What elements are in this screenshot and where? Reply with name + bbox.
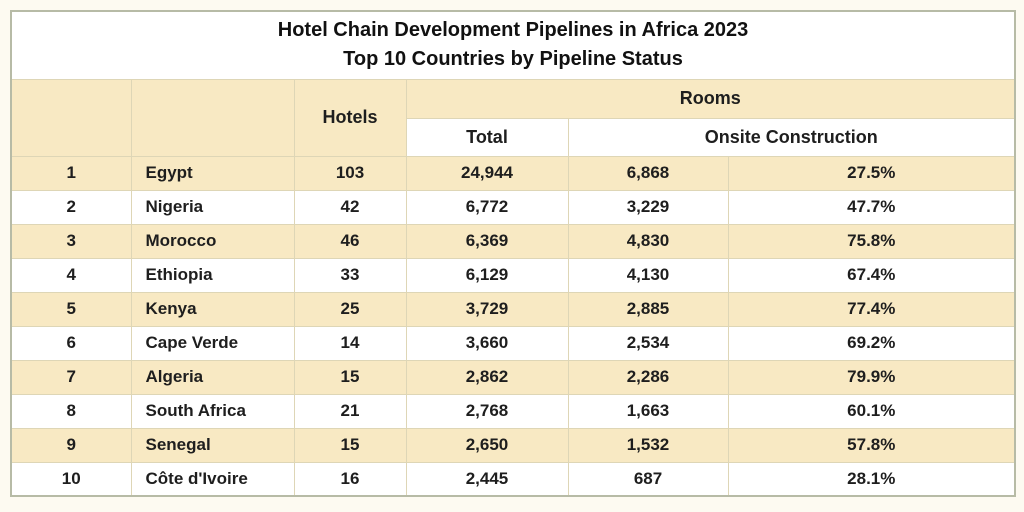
table-row: 4 Ethiopia 33 6,129 4,130 67.4%: [10, 257, 1016, 293]
rank-header: [10, 78, 132, 157]
title-line-2: Top 10 Countries by Pipeline Status: [343, 48, 683, 71]
title-line-1: Hotel Chain Development Pipelines in Afr…: [277, 19, 749, 42]
table-row: 5 Kenya 25 3,729 2,885 77.4%: [10, 291, 1016, 327]
header-row-group: Hotels Rooms: [10, 78, 1016, 157]
country-cell: South Africa: [130, 393, 295, 429]
table-row: 3 Morocco 46 6,369 4,830 75.8%: [10, 223, 1016, 259]
rooms-total-cell: 6,369: [405, 223, 569, 259]
onsite-pct-cell: 77.4%: [727, 291, 1016, 327]
table-title: Hotel Chain Development Pipelines in Afr…: [10, 10, 1016, 80]
rank-cell: 3: [10, 223, 132, 259]
onsite-pct-cell: 69.2%: [727, 325, 1016, 361]
hotels-cell: 46: [293, 223, 407, 259]
onsite-rooms-cell: 4,130: [567, 257, 729, 293]
rooms-total-cell: 6,129: [405, 257, 569, 293]
hotels-cell: 103: [293, 155, 407, 191]
total-header: Total: [405, 117, 569, 157]
table-row: 8 South Africa 21 2,768 1,663 60.1%: [10, 393, 1016, 429]
onsite-rooms-cell: 1,663: [567, 393, 729, 429]
onsite-pct-cell: 67.4%: [727, 257, 1016, 293]
table-body: 1 Egypt 103 24,944 6,868 27.5% 2 Nigeria 42 6,772…: [10, 155, 1016, 497]
onsite-construction-header: Onsite Construction: [567, 117, 1016, 157]
onsite-pct-cell: 28.1%: [727, 461, 1016, 497]
pipeline-table-container: Hotel Chain Development Pipelines in Afr…: [10, 10, 1017, 497]
country-cell: Nigeria: [130, 189, 295, 225]
hotels-cell: 33: [293, 257, 407, 293]
onsite-rooms-cell: 1,532: [567, 427, 729, 463]
hotels-cell: 25: [293, 291, 407, 327]
country-cell: Kenya: [130, 291, 295, 327]
rank-cell: 10: [10, 461, 132, 497]
hotels-cell: 14: [293, 325, 407, 361]
onsite-rooms-cell: 2,286: [567, 359, 729, 395]
rank-cell: 1: [10, 155, 132, 191]
rooms-header: Rooms: [405, 78, 1016, 119]
table-row: 7 Algeria 15 2,862 2,286 79.9%: [10, 359, 1016, 395]
onsite-pct-cell: 47.7%: [727, 189, 1016, 225]
onsite-pct-cell: 27.5%: [727, 155, 1016, 191]
onsite-pct-cell: 57.8%: [727, 427, 1016, 463]
hotels-cell: 21: [293, 393, 407, 429]
country-cell: Cape Verde: [130, 325, 295, 361]
onsite-rooms-cell: 687: [567, 461, 729, 497]
hotels-cell: 16: [293, 461, 407, 497]
rooms-total-cell: 3,729: [405, 291, 569, 327]
country-cell: Egypt: [130, 155, 295, 191]
rank-cell: 5: [10, 291, 132, 327]
rooms-total-cell: 2,768: [405, 393, 569, 429]
title-row: Hotel Chain Development Pipelines in Afr…: [10, 10, 1016, 80]
rooms-total-cell: 2,862: [405, 359, 569, 395]
country-cell: Morocco: [130, 223, 295, 259]
table-row: 9 Senegal 15 2,650 1,532 57.8%: [10, 427, 1016, 463]
rooms-total-cell: 2,650: [405, 427, 569, 463]
rooms-total-cell: 2,445: [405, 461, 569, 497]
country-cell: Ethiopia: [130, 257, 295, 293]
hotels-header: Hotels: [293, 78, 407, 157]
hotels-cell: 15: [293, 427, 407, 463]
table-header: Hotel Chain Development Pipelines in Afr…: [10, 10, 1016, 157]
table-row: 6 Cape Verde 14 3,660 2,534 69.2%: [10, 325, 1016, 361]
table-row: 2 Nigeria 42 6,772 3,229 47.7%: [10, 189, 1016, 225]
pipeline-table: Hotel Chain Development Pipelines in Afr…: [10, 10, 1017, 497]
country-header: [130, 78, 295, 157]
country-cell: Côte d'Ivoire: [130, 461, 295, 497]
onsite-pct-cell: 79.9%: [727, 359, 1016, 395]
rooms-total-cell: 3,660: [405, 325, 569, 361]
onsite-rooms-cell: 6,868: [567, 155, 729, 191]
rank-cell: 8: [10, 393, 132, 429]
onsite-rooms-cell: 4,830: [567, 223, 729, 259]
rooms-total-cell: 6,772: [405, 189, 569, 225]
rank-cell: 7: [10, 359, 132, 395]
hotels-cell: 15: [293, 359, 407, 395]
onsite-rooms-cell: 2,534: [567, 325, 729, 361]
rank-cell: 6: [10, 325, 132, 361]
country-cell: Senegal: [130, 427, 295, 463]
table-row: 1 Egypt 103 24,944 6,868 27.5%: [10, 155, 1016, 191]
onsite-pct-cell: 75.8%: [727, 223, 1016, 259]
country-cell: Algeria: [130, 359, 295, 395]
hotels-cell: 42: [293, 189, 407, 225]
onsite-rooms-cell: 3,229: [567, 189, 729, 225]
rank-cell: 2: [10, 189, 132, 225]
onsite-pct-cell: 60.1%: [727, 393, 1016, 429]
onsite-rooms-cell: 2,885: [567, 291, 729, 327]
header-row-sub: Total Onsite Construction: [11, 117, 1016, 157]
rank-cell: 4: [10, 257, 132, 293]
rank-cell: 9: [10, 427, 132, 463]
table-row: 10 Côte d'Ivoire 16 2,445 687 28.1%: [10, 461, 1016, 497]
rooms-total-cell: 24,944: [405, 155, 569, 191]
